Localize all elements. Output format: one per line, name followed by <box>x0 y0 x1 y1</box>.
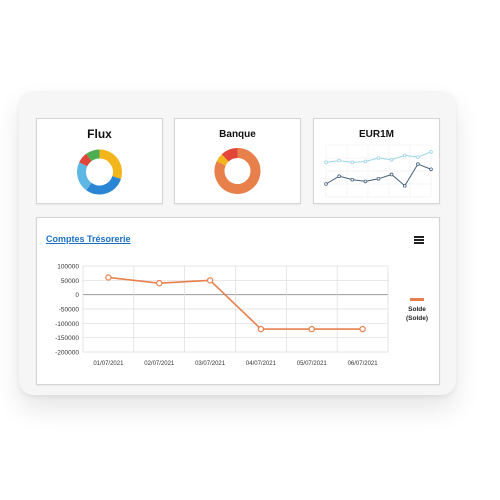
flux-donut-segment-2[interactable] <box>77 162 92 191</box>
eur-point[interactable] <box>376 176 381 181</box>
eur-point[interactable] <box>376 156 381 160</box>
banque-donut-segment-2[interactable] <box>221 148 238 162</box>
dashboard-frame: Flux Banque EUR1M Comptes Trésorerie 100… <box>19 91 456 395</box>
x-tick-label: 01/07/2021 <box>93 361 124 367</box>
x-tick-label: 06/07/2021 <box>348 361 379 367</box>
eur-point[interactable] <box>337 158 341 163</box>
eur-point[interactable] <box>350 160 355 165</box>
eur-point[interactable] <box>389 157 394 162</box>
y-tick-label: 0 <box>75 292 79 299</box>
flux-card-title: Flux <box>87 127 112 141</box>
banque-donut-chart <box>214 148 261 194</box>
flux-donut-segment-1[interactable] <box>86 175 121 195</box>
eur-point[interactable] <box>402 153 407 158</box>
eur-point[interactable] <box>416 162 420 166</box>
solde-data-point[interactable] <box>156 279 163 287</box>
flux-donut-segment-4[interactable] <box>86 149 100 162</box>
comptes-tresorerie-panel: Comptes Trésorerie 100000 50000 0 -50000 -10… <box>36 217 440 385</box>
eur-point[interactable] <box>363 179 368 184</box>
x-tick-label: 02/07/2021 <box>144 361 175 367</box>
x-tick-label: 04/07/2021 <box>246 361 277 367</box>
eur-point[interactable] <box>429 150 433 154</box>
eur1m-line-chart <box>324 144 433 198</box>
eur1m-card-title: EUR1M <box>358 129 394 140</box>
banque-donut-segment-0[interactable] <box>214 148 261 194</box>
solde-series-line[interactable] <box>108 276 363 330</box>
banque-donut-segment-1[interactable] <box>216 154 229 166</box>
eur-point[interactable] <box>324 160 328 165</box>
solde-data-point[interactable] <box>359 325 366 333</box>
y-tick-label: 100000 <box>57 264 79 271</box>
y-tick-label: -150000 <box>55 335 79 342</box>
solde-data-point[interactable] <box>105 274 112 281</box>
banque-card-title: Banque <box>219 129 256 140</box>
eur-point[interactable] <box>350 177 355 182</box>
solde-line-chart: 100000 50000 0 -50000 -100000 -150000 -200000 0… <box>55 264 389 367</box>
eur-point[interactable] <box>416 155 420 159</box>
flux-card[interactable]: Flux <box>36 118 163 204</box>
y-tick-label: -200000 <box>55 350 79 357</box>
eur1m-card[interactable]: EUR1M <box>313 118 440 204</box>
chart-legend[interactable]: Solde (Solde) <box>397 298 437 323</box>
flux-donut-segment-3[interactable] <box>79 153 92 167</box>
legend-swatch <box>410 298 424 301</box>
x-tick-label: 03/07/2021 <box>195 361 226 367</box>
eur-series-line-1[interactable] <box>325 163 432 187</box>
legend-label: Solde (Solde) <box>405 305 429 322</box>
y-tick-label: 50000 <box>61 278 79 285</box>
x-tick-label: 05/07/2021 <box>297 361 328 367</box>
eur-point[interactable] <box>324 182 328 186</box>
y-tick-label: -50000 <box>59 307 80 314</box>
eur-point[interactable] <box>363 159 368 164</box>
flux-donut-segment-0[interactable] <box>99 149 122 179</box>
y-tick-label: -100000 <box>55 321 79 328</box>
hamburger-menu-icon[interactable] <box>414 236 424 244</box>
banque-card[interactable]: Banque <box>174 118 301 204</box>
flux-donut-chart <box>77 149 122 195</box>
solde-data-point[interactable] <box>257 325 265 333</box>
eur-point[interactable] <box>429 167 433 172</box>
panel-title-link[interactable]: Comptes Trésorerie <box>46 234 131 244</box>
eur-point[interactable] <box>389 172 394 177</box>
eur-point[interactable] <box>337 174 341 178</box>
eur-point[interactable] <box>402 183 407 188</box>
solde-data-point[interactable] <box>206 277 214 284</box>
solde-data-point[interactable] <box>308 325 315 333</box>
